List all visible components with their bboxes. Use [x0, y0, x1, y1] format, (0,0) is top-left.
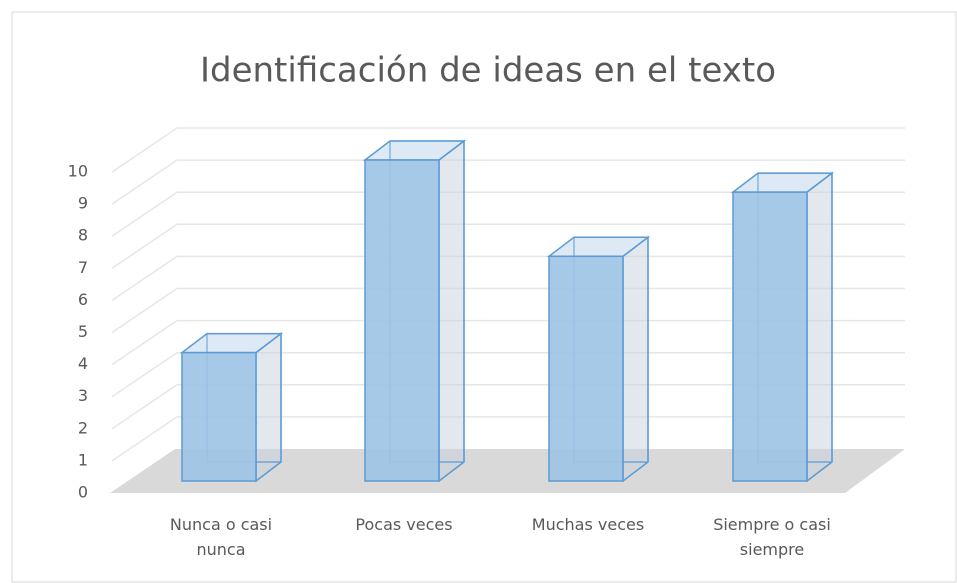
bar [364, 159, 440, 482]
bar-side [438, 139, 465, 483]
y-tick-label: 8 [78, 226, 88, 245]
x-tick-label: Siempre o casi siempre [713, 515, 831, 559]
grid-line [111, 223, 905, 269]
bar-side [255, 332, 282, 483]
bar-side [806, 171, 833, 483]
grid-line [111, 351, 905, 398]
bar [181, 351, 257, 482]
grid-line [111, 416, 905, 462]
x-tick-label: Nunca o casi nunca [169, 515, 273, 559]
grid-line [111, 191, 905, 237]
y-tick-label: 9 [78, 194, 88, 213]
y-tick-label: 6 [78, 290, 88, 309]
y-tick-label: 3 [78, 386, 88, 405]
y-tick-label: 4 [78, 354, 88, 373]
x-tick-label: Muchas veces [531, 515, 645, 534]
grid-line [111, 384, 905, 430]
bar [732, 191, 808, 482]
grid-line [111, 159, 905, 205]
grid-line [111, 319, 905, 366]
y-tick-label: 7 [78, 258, 88, 277]
y-tick-label: 1 [78, 450, 88, 469]
grid-line [111, 127, 905, 173]
y-tick-label: 0 [78, 483, 88, 502]
y-tick-label: 2 [78, 418, 88, 437]
bar-side [622, 235, 649, 483]
grid-line [111, 255, 905, 302]
floor [110, 449, 905, 493]
x-tick-label: Pocas veces [355, 515, 453, 534]
y-tick-label: 5 [78, 322, 88, 341]
grid-line [111, 287, 905, 334]
bar [548, 255, 624, 482]
chart-title: Identificación de ideas en el texto [200, 51, 776, 91]
y-tick-label: 10 [68, 162, 88, 181]
